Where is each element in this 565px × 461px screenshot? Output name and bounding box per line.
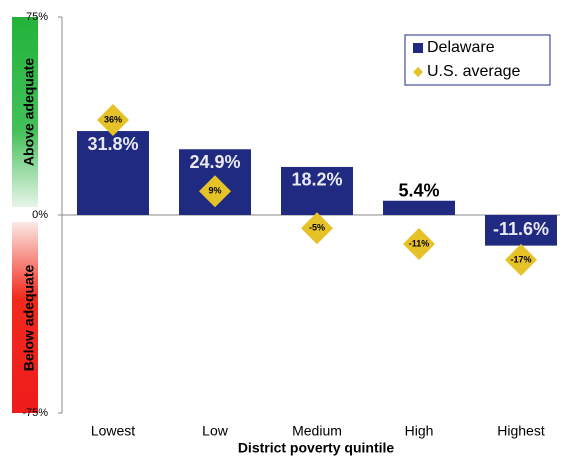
- x-tick-label: Medium: [292, 423, 342, 439]
- value-label: -11.6%: [493, 219, 549, 239]
- x-axis-title: District poverty quintile: [238, 440, 395, 456]
- legend-swatch: [413, 43, 423, 53]
- value-label: 5.4%: [398, 180, 439, 200]
- diamond-marker: [403, 228, 435, 261]
- x-tick-label: High: [405, 423, 434, 439]
- bar: [485, 215, 557, 246]
- diamond-marker: [505, 243, 537, 276]
- legend-swatch: [413, 67, 423, 77]
- diamond-marker: [97, 103, 129, 136]
- diamond-marker: [199, 175, 231, 208]
- bar: [383, 200, 455, 215]
- above-band: [12, 17, 38, 207]
- bar: [77, 131, 149, 215]
- legend-box: [404, 34, 551, 86]
- y-tick-label: -75%: [22, 407, 48, 419]
- y-tick-label: 75%: [26, 11, 48, 23]
- x-tick-label: Low: [202, 423, 229, 439]
- below-band: [12, 222, 38, 413]
- diamond-marker: [301, 212, 333, 245]
- legend: Delaware U.S. average: [404, 34, 551, 86]
- value-label: 36%: [104, 114, 122, 124]
- band-label: Below adequate: [21, 265, 37, 372]
- value-label: 31.8%: [87, 134, 138, 154]
- value-label: 18.2%: [291, 170, 342, 190]
- value-label: -11%: [409, 238, 430, 248]
- legend-label: Delaware: [427, 39, 495, 56]
- value-label: 24.9%: [189, 152, 240, 172]
- band-label: Above adequate: [21, 58, 37, 166]
- x-tick-label: Highest: [497, 423, 545, 439]
- legend-label: U.S. average: [427, 63, 520, 80]
- value-label: -17%: [510, 254, 531, 264]
- value-label: 9%: [208, 186, 221, 196]
- bar: [281, 166, 353, 215]
- y-tick-label: 0%: [32, 209, 48, 221]
- x-tick-label: Lowest: [91, 423, 135, 439]
- value-label: -5%: [309, 223, 325, 233]
